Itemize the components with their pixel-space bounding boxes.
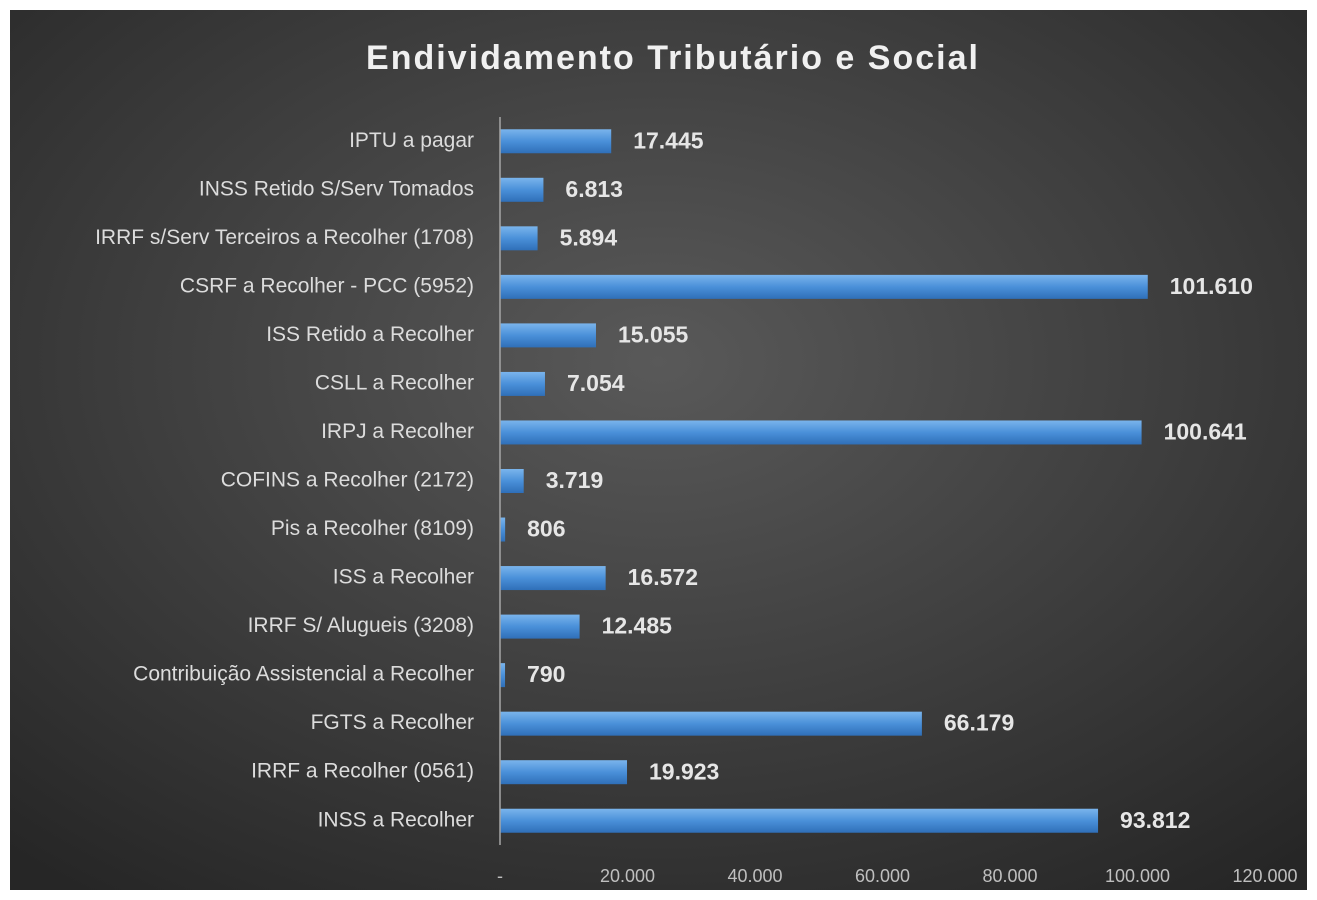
y-tick-label: CSLL a Recolher — [315, 371, 474, 394]
y-tick-label: IPTU a pagar — [349, 129, 474, 152]
bar — [500, 760, 628, 785]
value-label: 15.055 — [618, 321, 689, 347]
bar — [500, 371, 545, 396]
y-tick-label: INSS a Recolher — [318, 808, 474, 831]
x-tick-label: - — [497, 866, 503, 886]
y-tick-label: INSS Retido S/Serv Tomados — [199, 177, 474, 200]
value-label: 17.445 — [633, 127, 704, 153]
y-tick-label: COFINS a Recolher (2172) — [221, 469, 474, 492]
bar — [500, 663, 506, 688]
x-tick-label: 80.000 — [982, 866, 1037, 886]
value-label: 790 — [527, 661, 565, 687]
value-label: 100.641 — [1164, 419, 1247, 445]
value-label: 7.054 — [567, 370, 625, 396]
value-label: 19.923 — [649, 758, 719, 784]
y-tick-label: IRRF a Recolher (0561) — [251, 760, 474, 783]
y-tick-label: FGTS a Recolher — [311, 711, 474, 734]
bar — [500, 226, 538, 251]
value-label: 806 — [527, 516, 565, 542]
bar — [500, 614, 580, 639]
y-tick-label: ISS Retido a Recolher — [266, 323, 474, 346]
bar — [500, 129, 612, 154]
y-tick-label: CSRF a Recolher - PCC (5952) — [180, 274, 474, 297]
background — [10, 10, 1307, 890]
value-label: 3.719 — [546, 467, 604, 493]
bar — [500, 469, 524, 493]
y-tick-label: IRRF S/ Alugueis (3208) — [248, 614, 474, 637]
y-tick-label: IRRF s/Serv Terceiros a Recolher (1708) — [95, 226, 474, 249]
x-tick-label: 20.000 — [600, 866, 655, 886]
value-label: 101.610 — [1170, 273, 1253, 299]
value-label: 12.485 — [602, 613, 673, 639]
value-label: 66.179 — [944, 710, 1014, 736]
x-tick-label: 100.000 — [1105, 866, 1170, 886]
y-tick-label: Contribuição Assistencial a Recolher — [133, 663, 474, 686]
x-tick-label: 60.000 — [855, 866, 910, 886]
bar — [500, 274, 1148, 299]
value-label: 16.572 — [628, 564, 698, 590]
x-tick-label: 40.000 — [727, 866, 782, 886]
bar — [500, 808, 1099, 833]
value-label: 6.813 — [565, 176, 623, 202]
x-tick-label: 120.000 — [1232, 866, 1297, 886]
y-tick-label: IRPJ a Recolher — [321, 420, 474, 443]
bar — [500, 517, 506, 542]
value-label: 93.812 — [1120, 807, 1190, 833]
bar — [500, 711, 922, 736]
bar — [500, 323, 596, 348]
bar — [500, 566, 606, 591]
value-label: 5.894 — [560, 224, 618, 250]
y-tick-label: ISS a Recolher — [333, 566, 474, 589]
y-tick-label: Pis a Recolher (8109) — [271, 517, 474, 540]
bar — [500, 177, 544, 202]
bar — [500, 420, 1142, 445]
chart-title: Endividamento Tributário e Social — [366, 39, 980, 77]
